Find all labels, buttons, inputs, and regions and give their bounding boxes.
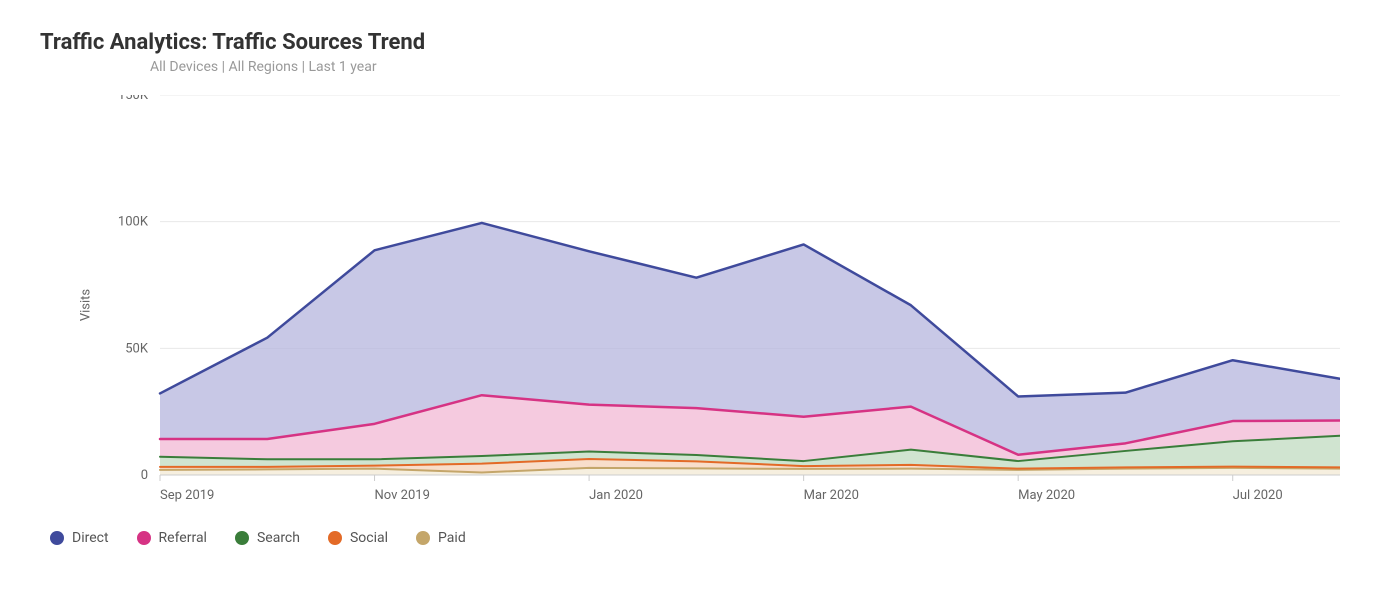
- page-title: Traffic Analytics: Traffic Sources Trend: [40, 30, 1352, 55]
- legend-label: Social: [350, 530, 388, 546]
- legend-dot-icon: [235, 531, 249, 545]
- svg-text:150K: 150K: [118, 95, 149, 103]
- traffic-area-chart: 0 50K 100K 150K Sep 2019 Nov 2019 Jan 2020 Mar …: [40, 95, 1340, 515]
- legend-item-search[interactable]: Search: [235, 530, 300, 546]
- legend-item-direct[interactable]: Direct: [50, 530, 109, 546]
- x-tick-label: Nov 2019: [375, 488, 430, 503]
- svg-text:0: 0: [141, 468, 148, 483]
- legend-dot-icon: [50, 531, 64, 545]
- legend-dot-icon: [137, 531, 151, 545]
- chart-container: Visits 0 50K 100K 150K Sep 2019 Nov 2019 Jan 2…: [40, 95, 1340, 515]
- legend-label: Direct: [72, 530, 109, 546]
- svg-text:100K: 100K: [118, 215, 149, 230]
- legend-dot-icon: [416, 531, 430, 545]
- x-tick-label: Jan 2020: [589, 488, 643, 503]
- legend-label: Paid: [438, 530, 466, 546]
- x-tick-label: Mar 2020: [804, 488, 859, 503]
- page-subtitle: All Devices | All Regions | Last 1 year: [150, 59, 1352, 75]
- chart-legend: Direct Referral Search Social Paid: [40, 530, 1352, 546]
- legend-item-social[interactable]: Social: [328, 530, 388, 546]
- svg-text:50K: 50K: [125, 341, 149, 356]
- legend-label: Referral: [159, 530, 207, 546]
- legend-dot-icon: [328, 531, 342, 545]
- x-tick-label: Jul 2020: [1233, 488, 1283, 503]
- x-tick-label: May 2020: [1018, 488, 1075, 503]
- y-axis-label: Visits: [79, 289, 94, 321]
- legend-item-paid[interactable]: Paid: [416, 530, 466, 546]
- legend-label: Search: [257, 530, 300, 546]
- legend-item-referral[interactable]: Referral: [137, 530, 207, 546]
- x-tick-label: Sep 2019: [160, 488, 214, 503]
